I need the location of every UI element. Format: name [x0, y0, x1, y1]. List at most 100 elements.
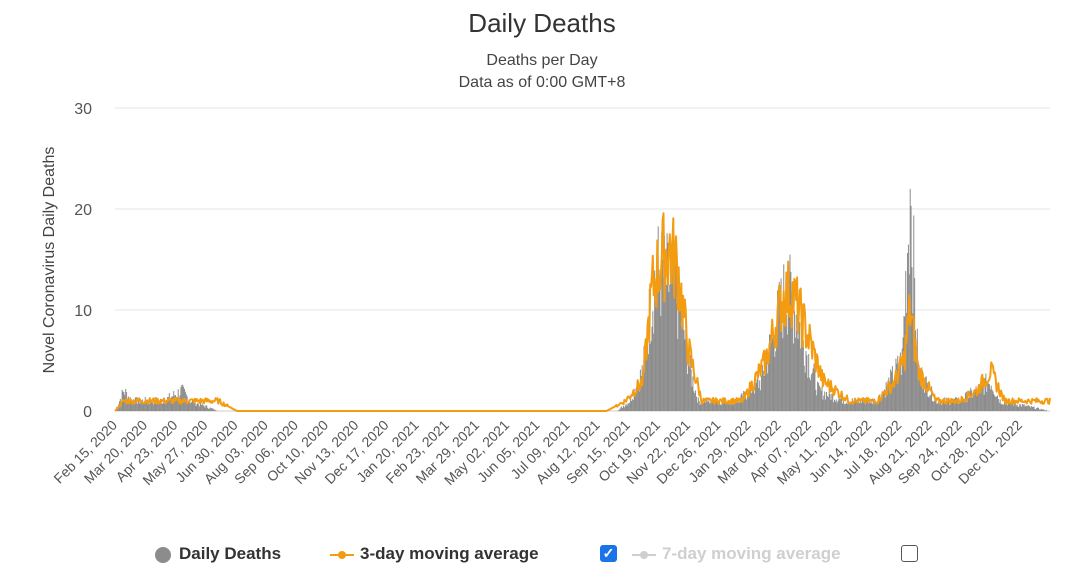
bar [1045, 410, 1047, 411]
bar [997, 398, 999, 411]
bar [957, 403, 959, 411]
bar [932, 401, 934, 411]
legend-item-3-day-average[interactable]: 3-day moving average [330, 540, 539, 568]
bar [969, 390, 971, 411]
bar [214, 409, 216, 411]
bar [843, 404, 845, 411]
bar [782, 338, 784, 411]
bar [752, 391, 754, 411]
bar [655, 283, 657, 411]
bar [687, 364, 689, 411]
bar [864, 397, 866, 411]
bar [870, 403, 872, 411]
bar [877, 404, 879, 411]
bar [704, 402, 706, 411]
bar [142, 399, 144, 411]
bar [168, 393, 170, 411]
bar [774, 356, 776, 411]
legend-line-marker-icon-inactive [632, 547, 656, 563]
bar [968, 397, 970, 411]
bar [709, 403, 711, 411]
bar [649, 343, 651, 411]
bar [834, 399, 836, 411]
bar [915, 330, 917, 411]
bar [625, 403, 627, 411]
bar [886, 387, 888, 411]
bar [918, 365, 920, 411]
bar [705, 397, 707, 411]
bar [768, 358, 770, 411]
bar [699, 404, 701, 411]
bar [800, 348, 802, 411]
bar [988, 384, 990, 411]
bar [961, 400, 963, 411]
bar [630, 396, 632, 411]
bar [767, 373, 769, 411]
bar [658, 269, 660, 411]
y-tick-label: 20 [74, 202, 92, 219]
bar [941, 400, 943, 411]
bar [809, 380, 811, 411]
bar [178, 397, 180, 411]
bar [933, 400, 935, 411]
bar [700, 401, 702, 411]
bar [952, 398, 954, 411]
bar [717, 401, 719, 411]
bar [868, 398, 870, 411]
bar [733, 400, 735, 411]
bar [995, 396, 997, 411]
bar [832, 393, 834, 411]
bar [140, 401, 142, 411]
bar [893, 380, 895, 411]
bar [812, 368, 814, 411]
bar [1035, 409, 1037, 411]
bar [934, 398, 936, 411]
bar [983, 394, 985, 411]
bar [972, 395, 974, 411]
bar [1006, 405, 1008, 411]
bar [838, 398, 840, 411]
bar [750, 382, 752, 411]
bar [925, 376, 927, 411]
bar [1032, 407, 1034, 411]
bar [822, 399, 824, 411]
bar [629, 402, 631, 411]
bar [1014, 403, 1016, 411]
bar [763, 375, 765, 411]
bar [624, 405, 626, 411]
bar [837, 400, 839, 411]
checkbox-7-day-average[interactable] [901, 545, 918, 562]
bar [679, 302, 681, 411]
bar [878, 398, 880, 411]
bar [943, 399, 945, 411]
bar [795, 314, 797, 411]
checkbox-3-day-average[interactable]: ✓ [600, 545, 617, 562]
bar [651, 326, 653, 411]
bar [668, 291, 670, 411]
bar [151, 402, 153, 411]
bar [166, 400, 168, 411]
bar [1030, 406, 1032, 411]
bar [687, 373, 689, 411]
bar [126, 400, 128, 411]
bar [1039, 409, 1041, 411]
bar [798, 321, 800, 411]
legend-item-7-day-average[interactable]: 7-day moving average [632, 540, 841, 568]
bar [888, 377, 890, 411]
bar [642, 375, 644, 411]
bar [716, 402, 718, 411]
bar [633, 388, 635, 411]
bar [729, 403, 731, 411]
legend-item-daily-deaths[interactable]: Daily Deaths [155, 540, 281, 568]
bar [626, 405, 628, 411]
bar [985, 373, 987, 411]
bar [776, 332, 778, 411]
bar [980, 382, 982, 411]
bar [931, 401, 933, 411]
bar [742, 398, 744, 411]
bar [713, 404, 715, 411]
bar [806, 355, 808, 411]
bar [710, 402, 712, 411]
bar [1034, 409, 1036, 411]
bar [971, 390, 973, 411]
